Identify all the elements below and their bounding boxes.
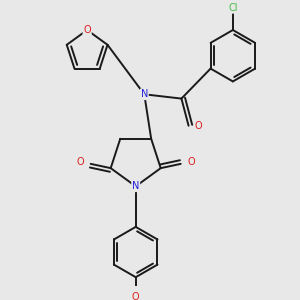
- Text: Cl: Cl: [228, 3, 238, 13]
- Text: N: N: [141, 89, 148, 99]
- Text: O: O: [83, 25, 91, 35]
- Text: O: O: [188, 158, 195, 167]
- Text: O: O: [195, 121, 203, 131]
- Text: O: O: [132, 292, 140, 300]
- Text: O: O: [76, 158, 84, 167]
- Text: N: N: [132, 181, 140, 191]
